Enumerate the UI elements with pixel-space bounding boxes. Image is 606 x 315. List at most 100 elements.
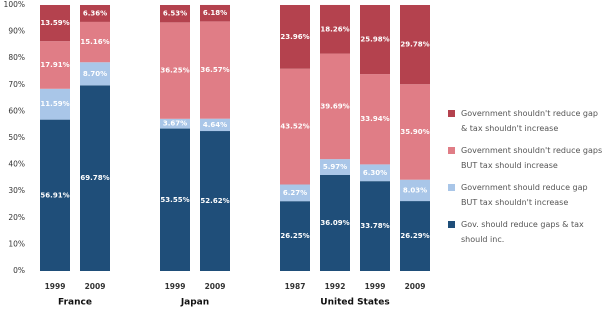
y-tick-label: 70% bbox=[8, 80, 25, 89]
legend-label: Gov. should reduce gaps & tax should inc… bbox=[461, 220, 584, 244]
bar-segment bbox=[200, 21, 230, 119]
x-tick-label: 1987 bbox=[285, 282, 306, 291]
value-label: 3.67% bbox=[163, 120, 187, 128]
value-label: 4.64% bbox=[203, 121, 227, 129]
legend-swatch bbox=[448, 184, 455, 191]
group-label: United States bbox=[320, 298, 389, 308]
bar-segment bbox=[80, 5, 110, 22]
bar-segment bbox=[360, 164, 390, 182]
bar-segment bbox=[360, 5, 390, 75]
value-label: 6.27% bbox=[283, 189, 307, 197]
bar-segment bbox=[200, 4, 230, 22]
value-label: 36.09% bbox=[320, 219, 349, 227]
value-label: 43.52% bbox=[280, 123, 309, 131]
value-label: 8.03% bbox=[403, 186, 427, 194]
value-label: 29.78% bbox=[400, 41, 429, 49]
legend-label: Government should reduce gap BUT tax sho… bbox=[461, 183, 588, 207]
bar-segment bbox=[320, 159, 350, 176]
legend-item: Government should reduce gap BUT tax sho… bbox=[448, 180, 604, 210]
value-label: 35.90% bbox=[400, 128, 429, 136]
group-label: France bbox=[58, 298, 92, 308]
y-tick-label: 0% bbox=[13, 266, 25, 275]
legend-swatch bbox=[448, 147, 455, 154]
legend-label: Government shouldn't reduce gap & tax sh… bbox=[461, 109, 598, 133]
bar-segment bbox=[200, 131, 230, 271]
x-tick-label: 2009 bbox=[85, 282, 106, 291]
bar-segment bbox=[40, 41, 70, 89]
bar-segment bbox=[80, 21, 110, 63]
bar-segment bbox=[200, 118, 230, 132]
y-tick-label: 90% bbox=[8, 27, 25, 36]
bar-segment bbox=[280, 68, 310, 185]
bar-segment bbox=[160, 118, 190, 129]
y-tick-label: 40% bbox=[8, 160, 25, 169]
value-label: 36.25% bbox=[160, 67, 189, 75]
x-tick-label: 1992 bbox=[325, 282, 346, 291]
value-label: 33.78% bbox=[360, 222, 389, 230]
y-tick-label: 60% bbox=[8, 106, 25, 115]
bar-segment bbox=[320, 53, 350, 160]
value-label: 39.69% bbox=[320, 102, 349, 110]
group-label: Japan bbox=[180, 298, 209, 308]
x-tick-label: 1999 bbox=[165, 282, 186, 291]
legend-item: Gov. should reduce gaps & tax should inc… bbox=[448, 217, 604, 247]
bar-segment bbox=[160, 128, 190, 271]
value-label: 26.25% bbox=[280, 232, 309, 240]
value-label: 18.26% bbox=[320, 25, 349, 33]
bar-segment bbox=[80, 85, 110, 272]
bar-segment bbox=[40, 88, 70, 120]
value-label: 33.94% bbox=[360, 115, 389, 123]
value-label: 25.98% bbox=[360, 36, 389, 44]
x-tick-label: 1999 bbox=[365, 282, 386, 291]
bar-segment bbox=[40, 5, 70, 42]
value-label: 17.91% bbox=[40, 61, 69, 69]
y-tick-label: 30% bbox=[8, 186, 25, 195]
legend-item: Government shouldn't reduce gaps BUT tax… bbox=[448, 143, 604, 173]
value-label: 11.59% bbox=[40, 100, 69, 108]
value-label: 15.16% bbox=[80, 38, 109, 46]
bar-segment bbox=[160, 22, 190, 119]
bar-segment bbox=[280, 5, 310, 69]
legend-item: Government shouldn't reduce gap & tax sh… bbox=[448, 106, 604, 136]
value-label: 26.29% bbox=[400, 232, 429, 240]
bar-segment bbox=[40, 119, 70, 271]
y-tick-label: 10% bbox=[8, 239, 25, 248]
bar-segment bbox=[160, 5, 190, 23]
value-label: 6.30% bbox=[363, 169, 387, 177]
y-tick-label: 20% bbox=[8, 213, 25, 222]
bar-segment bbox=[400, 201, 430, 271]
value-label: 6.53% bbox=[163, 10, 187, 18]
bar-segment bbox=[400, 84, 430, 180]
value-label: 36.57% bbox=[200, 66, 229, 74]
value-label: 13.59% bbox=[40, 19, 69, 27]
value-label: 6.18% bbox=[203, 9, 227, 17]
value-label: 6.36% bbox=[83, 9, 107, 17]
value-label: 8.70% bbox=[83, 70, 107, 78]
bar-segment bbox=[280, 201, 310, 271]
value-label: 56.91% bbox=[40, 191, 69, 199]
y-tick-label: 100% bbox=[4, 0, 25, 9]
y-tick-label: 80% bbox=[8, 53, 25, 62]
value-label: 5.97% bbox=[323, 163, 347, 171]
bar-segment bbox=[80, 62, 110, 86]
value-label: 23.96% bbox=[280, 33, 309, 41]
bar-segment bbox=[400, 179, 430, 202]
bar-segment bbox=[320, 4, 350, 54]
legend: Government shouldn't reduce gap & tax sh… bbox=[448, 106, 604, 254]
bar-segment bbox=[400, 5, 430, 85]
bar-segment bbox=[320, 175, 350, 271]
bar-segment bbox=[360, 74, 390, 165]
legend-swatch bbox=[448, 110, 455, 117]
bar-segment bbox=[280, 184, 310, 202]
bar-segment bbox=[360, 181, 390, 271]
legend-swatch bbox=[448, 221, 455, 228]
legend-label: Government shouldn't reduce gaps BUT tax… bbox=[461, 146, 603, 170]
value-label: 52.62% bbox=[200, 197, 229, 205]
x-tick-label: 2009 bbox=[205, 282, 226, 291]
x-tick-label: 1999 bbox=[45, 282, 66, 291]
value-label: 69.78% bbox=[80, 174, 109, 182]
x-tick-label: 2009 bbox=[405, 282, 426, 291]
y-tick-label: 50% bbox=[8, 133, 25, 142]
